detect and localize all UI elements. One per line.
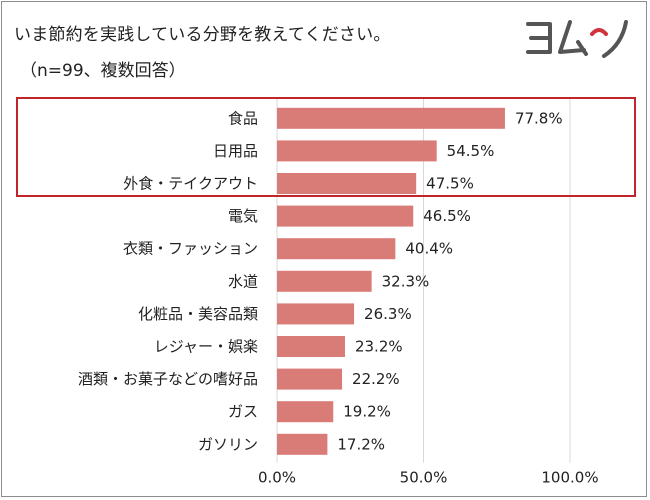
value-label: 47.5% [426,175,474,193]
value-label: 17.2% [337,435,385,453]
value-label: 22.2% [352,370,400,388]
category-label: 電気 [228,207,258,225]
tick-layer: 0.0% 50.0% 100.0% [258,469,599,487]
bar [277,173,417,194]
category-label: 化粧品・美容品類 [138,305,258,323]
bar [277,205,414,227]
bar [277,140,437,162]
bar [277,238,396,260]
category-label: 食品 [228,109,258,127]
value-label: 46.5% [423,207,471,225]
x-tick-label: 100.0% [541,469,598,487]
yomuno-logo [526,20,628,58]
x-tick-label: 0.0% [258,469,296,487]
logo-glyph-mu [558,20,588,56]
category-label: レジャー・娯楽 [154,338,258,356]
chart-subtitle: （n=99、複数回答） [20,61,186,81]
category-label: 酒類・お菓子などの嗜好品 [78,370,258,388]
value-label: 32.3% [382,272,430,290]
logo-glyph-dash [590,28,608,36]
category-label: 日用品 [213,142,258,160]
category-label: 外食・テイクアウト [123,175,258,193]
bar [277,336,345,357]
bar-layer [277,107,505,455]
value-label: 23.2% [355,338,403,356]
bar [277,401,334,423]
value-label: 40.4% [405,240,453,258]
bar [277,303,355,325]
value-label: 19.2% [343,403,391,421]
highlight-box [16,97,636,197]
category-label: ガス [228,403,258,421]
bar [277,107,505,129]
category-label: 衣類・ファッション [123,240,258,258]
value-label: 54.5% [447,142,495,160]
bar [277,270,372,292]
x-tick-label: 50.0% [400,469,448,487]
logo-glyph-yo [526,22,552,54]
category-label: ガソリン [198,435,258,453]
label-layer: 食品 77.8% 日用品 54.5% 外食・テイクアウト 47.5% 電気 46.5% 衣類・フ… [78,109,563,453]
bar [277,433,328,455]
value-label: 77.8% [515,109,563,127]
value-label: 26.3% [364,305,412,323]
chart-title: いま節約を実践している分野を教えてください。 [14,25,391,45]
bar [277,368,343,390]
category-label: 水道 [228,272,258,290]
logo-glyph-no [602,20,628,58]
